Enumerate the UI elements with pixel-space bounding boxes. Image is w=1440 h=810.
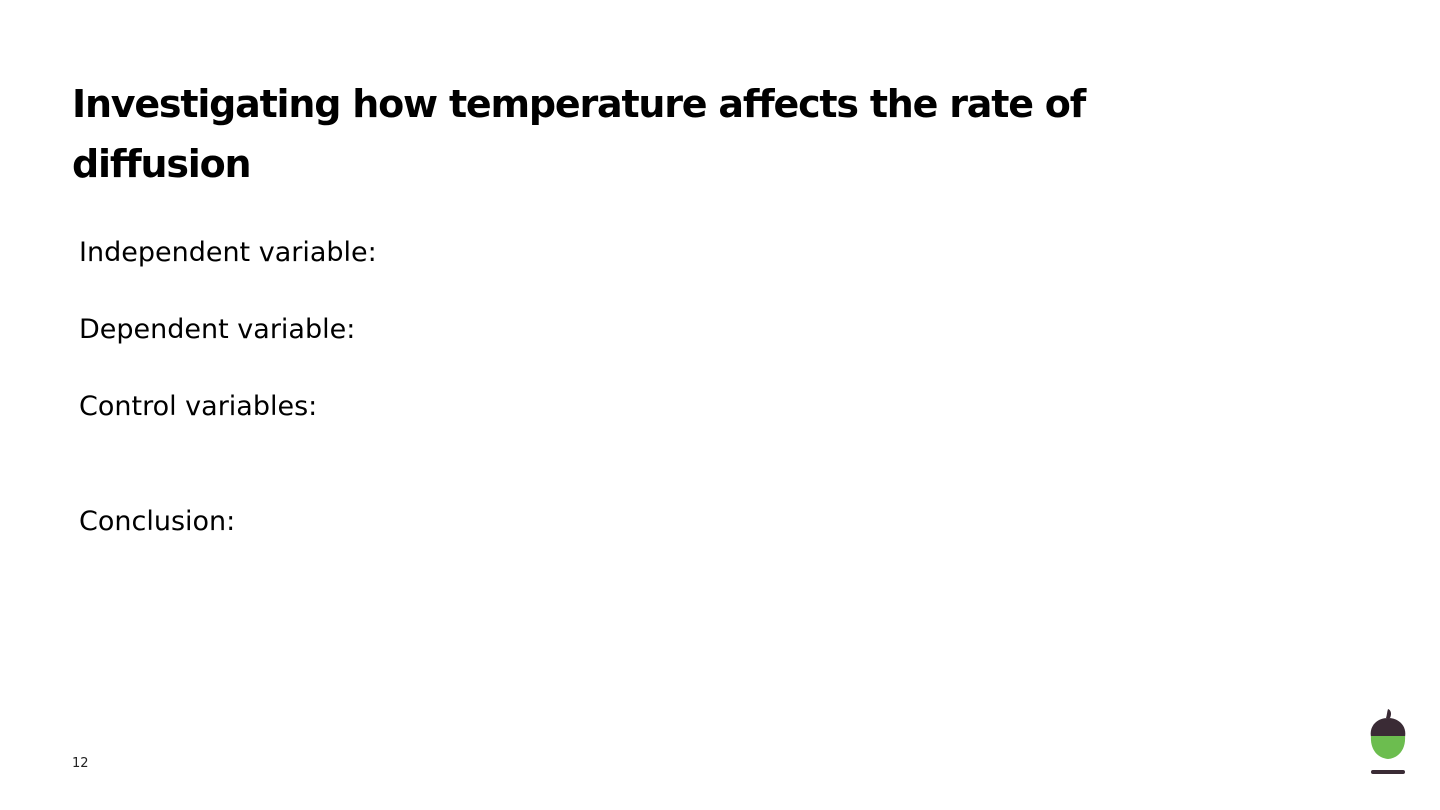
control-variables-label: Control variables:: [79, 391, 318, 422]
page-number: 12: [72, 756, 89, 771]
dependent-variable-label: Dependent variable:: [79, 314, 356, 345]
acorn-logo-icon: [1370, 709, 1406, 774]
acorn-base: [1371, 770, 1405, 774]
conclusion-label: Conclusion:: [79, 506, 236, 537]
slide-title: Investigating how temperature affects th…: [72, 82, 1086, 186]
acorn-body: [1370, 736, 1406, 759]
acorn-stem: [1386, 709, 1392, 718]
independent-variable-label: Independent variable:: [79, 237, 377, 268]
acorn-cap: [1370, 718, 1406, 737]
